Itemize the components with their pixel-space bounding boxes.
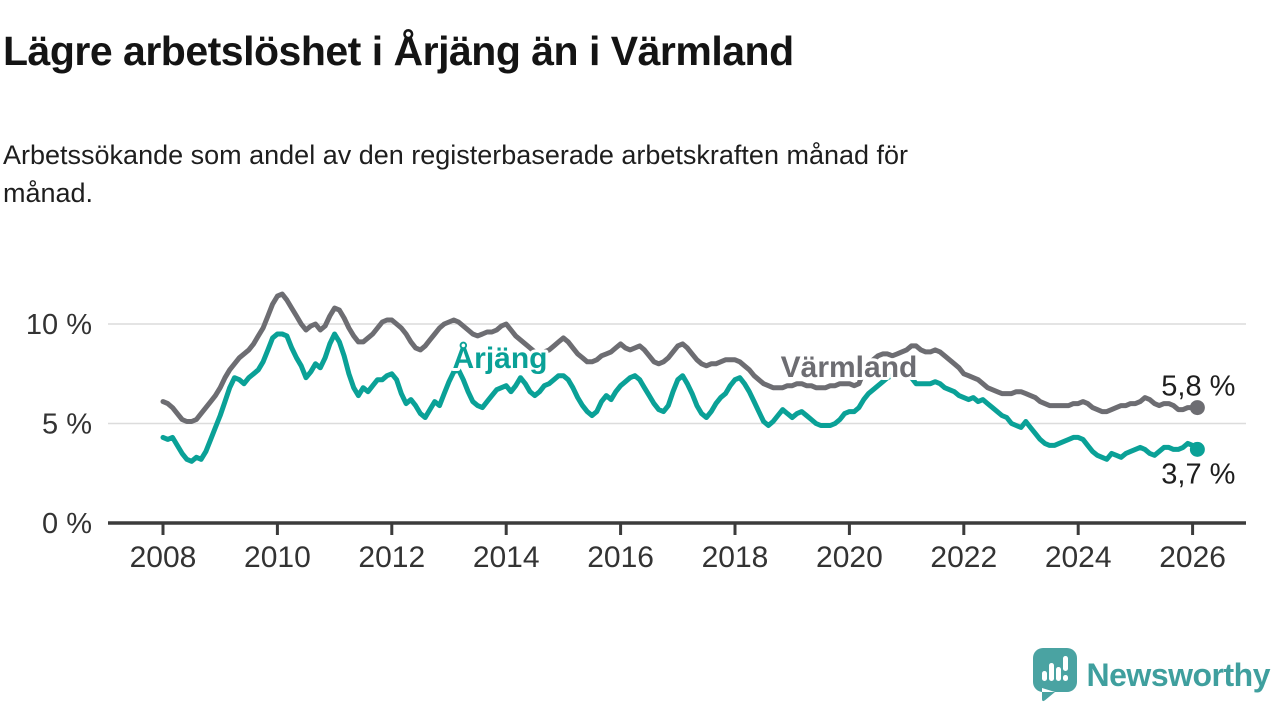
end-dot-varmland <box>1189 400 1205 416</box>
newsworthy-logo-icon <box>1032 648 1077 702</box>
end-value-label: 3,7 % <box>1161 458 1235 490</box>
line-arjang <box>160 331 1200 464</box>
logo-bar-tall <box>1048 663 1054 681</box>
x-tick-label: 2016 <box>587 541 654 574</box>
newsworthy-wordmark: Newsworthy <box>1086 656 1271 693</box>
y-tick-label: 10 % <box>26 309 92 341</box>
x-tick-label: 2018 <box>702 541 769 574</box>
end-value-label: 5,8 % <box>1161 371 1235 403</box>
series-label-arjang: Årjäng <box>452 342 547 375</box>
x-tick-label: 2012 <box>358 541 425 574</box>
logo-bar-medium <box>1055 667 1061 681</box>
chart-subtitle: Arbetssökande som andel av den registerb… <box>3 140 909 209</box>
x-tick-label: 2026 <box>1159 541 1226 574</box>
x-tick-label: 2014 <box>473 541 540 574</box>
y-tick-label: 0 % <box>42 508 92 540</box>
speech-bubble-shape <box>1032 648 1077 702</box>
logo-bar-small <box>1041 671 1047 681</box>
logo-exclamation-bar <box>1062 656 1068 671</box>
line-varmland <box>160 291 1200 424</box>
x-tick-label: 2024 <box>1045 541 1112 574</box>
x-tick-label: 2008 <box>130 541 197 574</box>
series-label-varmland: Värmland <box>781 351 918 384</box>
y-tick-label: 5 % <box>42 409 92 441</box>
newsworthy-logo: Newsworthy <box>1032 648 1271 702</box>
x-tick-label: 2022 <box>930 541 997 574</box>
logo-exclamation-dot <box>1062 675 1068 681</box>
x-tick-label: 2020 <box>816 541 883 574</box>
chart-title: Lägre arbetslöshet i Årjäng än i Värmlan… <box>3 28 794 74</box>
x-tick-label: 2010 <box>244 541 311 574</box>
end-dot-arjang <box>1189 441 1205 457</box>
